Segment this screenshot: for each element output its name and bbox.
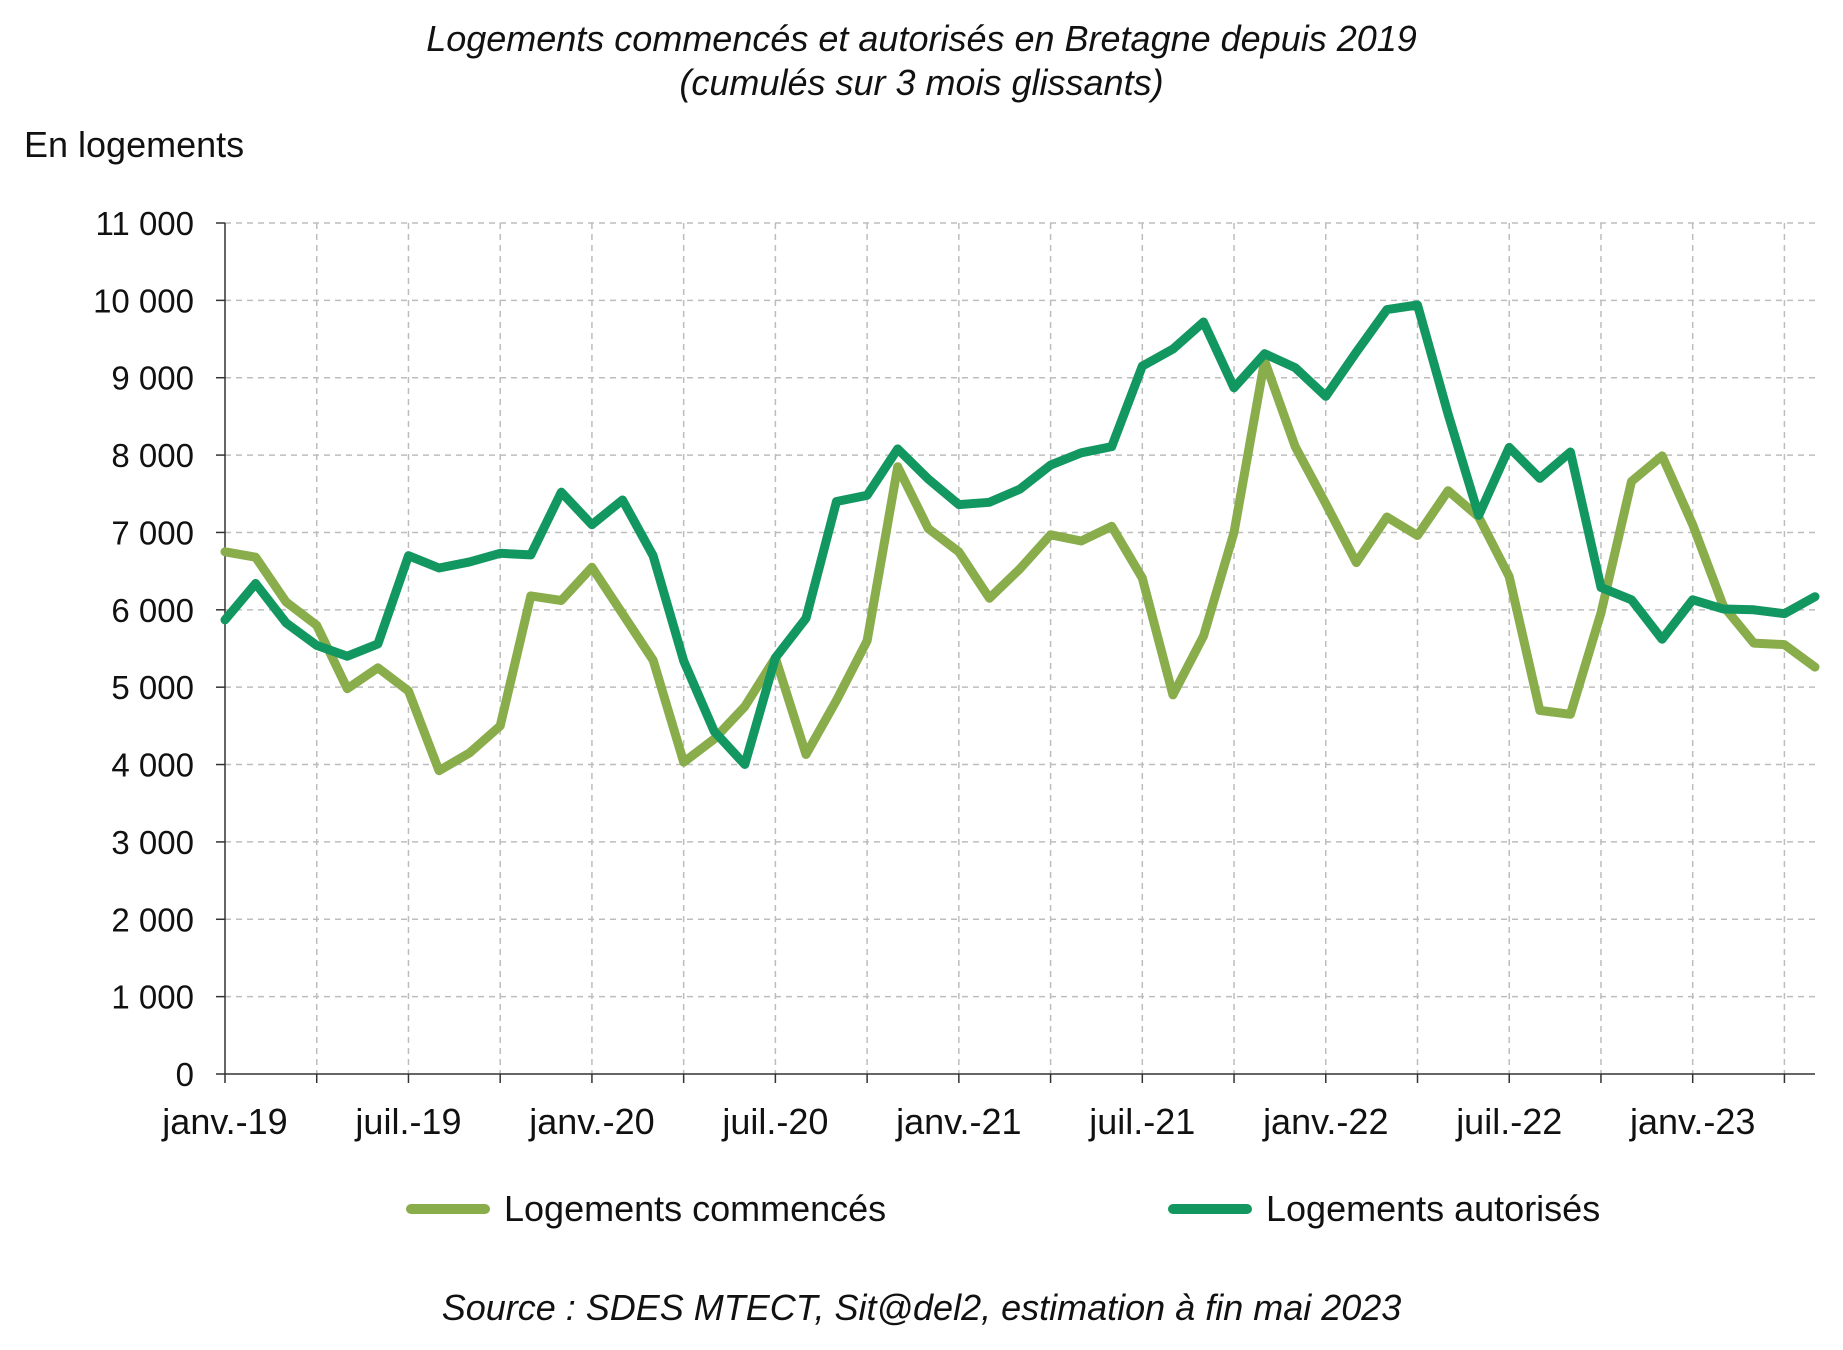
chart-title: Logements commencés et autorisés en Bret…: [426, 18, 1417, 59]
x-tick-label: janv.-19: [161, 1101, 287, 1142]
legend-item-commences: Logements commencés: [406, 1188, 886, 1230]
grid: [225, 222, 1815, 1074]
y-tick-label: 8 000: [111, 437, 194, 474]
series-line-autorises: [220, 300, 1820, 769]
x-tick-label: juil.-20: [721, 1101, 828, 1142]
y-tick-label: 7 000: [111, 514, 194, 551]
legend-swatch-commences: [406, 1204, 490, 1214]
legend-label-commences: Logements commencés: [504, 1188, 887, 1229]
y-tick-label: 11 000: [96, 205, 194, 242]
y-tick-label: 9 000: [111, 360, 194, 397]
series-line-commences: [220, 356, 1820, 776]
y-tick-label: 5 000: [111, 669, 194, 706]
x-tick-label: juil.-21: [1088, 1101, 1195, 1142]
series-lines: [220, 300, 1820, 776]
x-tick-label: janv.-20: [528, 1101, 654, 1142]
legend-swatch-autorises: [1168, 1204, 1252, 1214]
y-tick-label: 1 000: [111, 979, 194, 1016]
x-tick-label: juil.-19: [354, 1101, 461, 1142]
legend-item-autorises: Logements autorisés: [1168, 1188, 1600, 1230]
y-tick-label: 4 000: [111, 747, 194, 784]
chart-subtitle: (cumulés sur 3 mois glissants): [679, 62, 1164, 103]
source-note: Source : SDES MTECT, Sit@del2, estimatio…: [441, 1287, 1402, 1328]
y-tick-label: 10 000: [93, 282, 194, 319]
y-axis-label: En logements: [24, 124, 245, 165]
x-tick-label: juil.-22: [1455, 1101, 1562, 1142]
y-tick-label: 0: [176, 1056, 194, 1093]
y-tick-label: 2 000: [111, 901, 194, 938]
legend-label-autorises: Logements autorisés: [1266, 1188, 1601, 1229]
x-tick-label: janv.-21: [895, 1101, 1021, 1142]
y-tick-label: 6 000: [111, 592, 194, 629]
x-tick-label: janv.-23: [1629, 1101, 1755, 1142]
axes: 0 1 000 2 000 3 000 4 000 5 000 6 000 7 000 8 00…: [93, 205, 1815, 1142]
y-tick-label: 3 000: [111, 824, 194, 861]
x-tick-label: janv.-22: [1262, 1101, 1388, 1142]
